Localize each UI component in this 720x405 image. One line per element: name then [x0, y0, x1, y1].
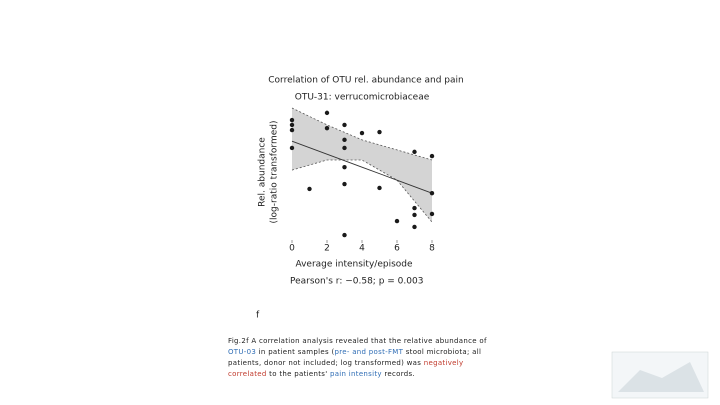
x-tick-label: 6: [394, 244, 400, 254]
point: [359, 130, 365, 136]
y-axis-label: Rel. abundance: [258, 137, 268, 207]
point: [394, 218, 400, 224]
x-axis-label: Average intensity/episode: [295, 260, 413, 270]
chart-subtitle: OTU-31: verrucomicrobiaceae: [295, 93, 430, 103]
caption-segment: stool microbiota; all patients, donor no…: [228, 348, 482, 367]
point: [429, 211, 435, 217]
caption-segment: Fig.2f A correlation analysis revealed t…: [228, 337, 487, 345]
caption-segment: OTU-03: [228, 348, 257, 356]
fit-line: [291, 140, 433, 194]
chart-title: Correlation of OTU rel. abundance and pa…: [268, 76, 463, 86]
ci-edge: [291, 107, 433, 161]
point: [342, 122, 347, 128]
point: [412, 149, 417, 155]
point: [289, 145, 295, 151]
point: [289, 117, 295, 123]
point: [324, 125, 330, 131]
caption-segment: records.: [381, 370, 416, 378]
point: [342, 145, 347, 151]
decor-image: [611, 351, 709, 399]
x-tick-label: 4: [359, 244, 365, 254]
point: [324, 110, 330, 116]
x-tick-label: 8: [429, 244, 435, 254]
y-axis-label: (log-ratio transformed): [270, 121, 280, 224]
x-tick-label: 0: [289, 244, 295, 254]
point: [289, 122, 295, 128]
point: [377, 129, 382, 135]
caption-segment: negatively correlated: [228, 359, 464, 378]
point: [412, 212, 417, 218]
point: [342, 181, 347, 187]
caption: Fig.2f A correlation analysis revealed t…: [228, 336, 500, 380]
point: [289, 127, 295, 133]
ci-edge: [291, 159, 433, 223]
point: [342, 164, 347, 170]
point: [429, 153, 435, 159]
caption-segment: pre- and post-FMT: [334, 348, 404, 356]
panel-label: f: [256, 311, 260, 321]
x-tick-label: 2: [324, 244, 330, 254]
caption-segment: pain intensity: [329, 370, 382, 378]
point: [342, 137, 347, 143]
point: [377, 185, 382, 191]
annotation: Pearson's r: −0.58; p = 0.003: [290, 277, 423, 287]
caption-segment: in patient samples (: [256, 348, 335, 356]
point: [307, 186, 312, 192]
caption-segment: to the patients': [266, 370, 330, 378]
point: [412, 224, 417, 230]
point: [342, 232, 347, 238]
point: [429, 190, 435, 196]
ci-band: [292, 108, 432, 223]
point: [412, 205, 417, 211]
